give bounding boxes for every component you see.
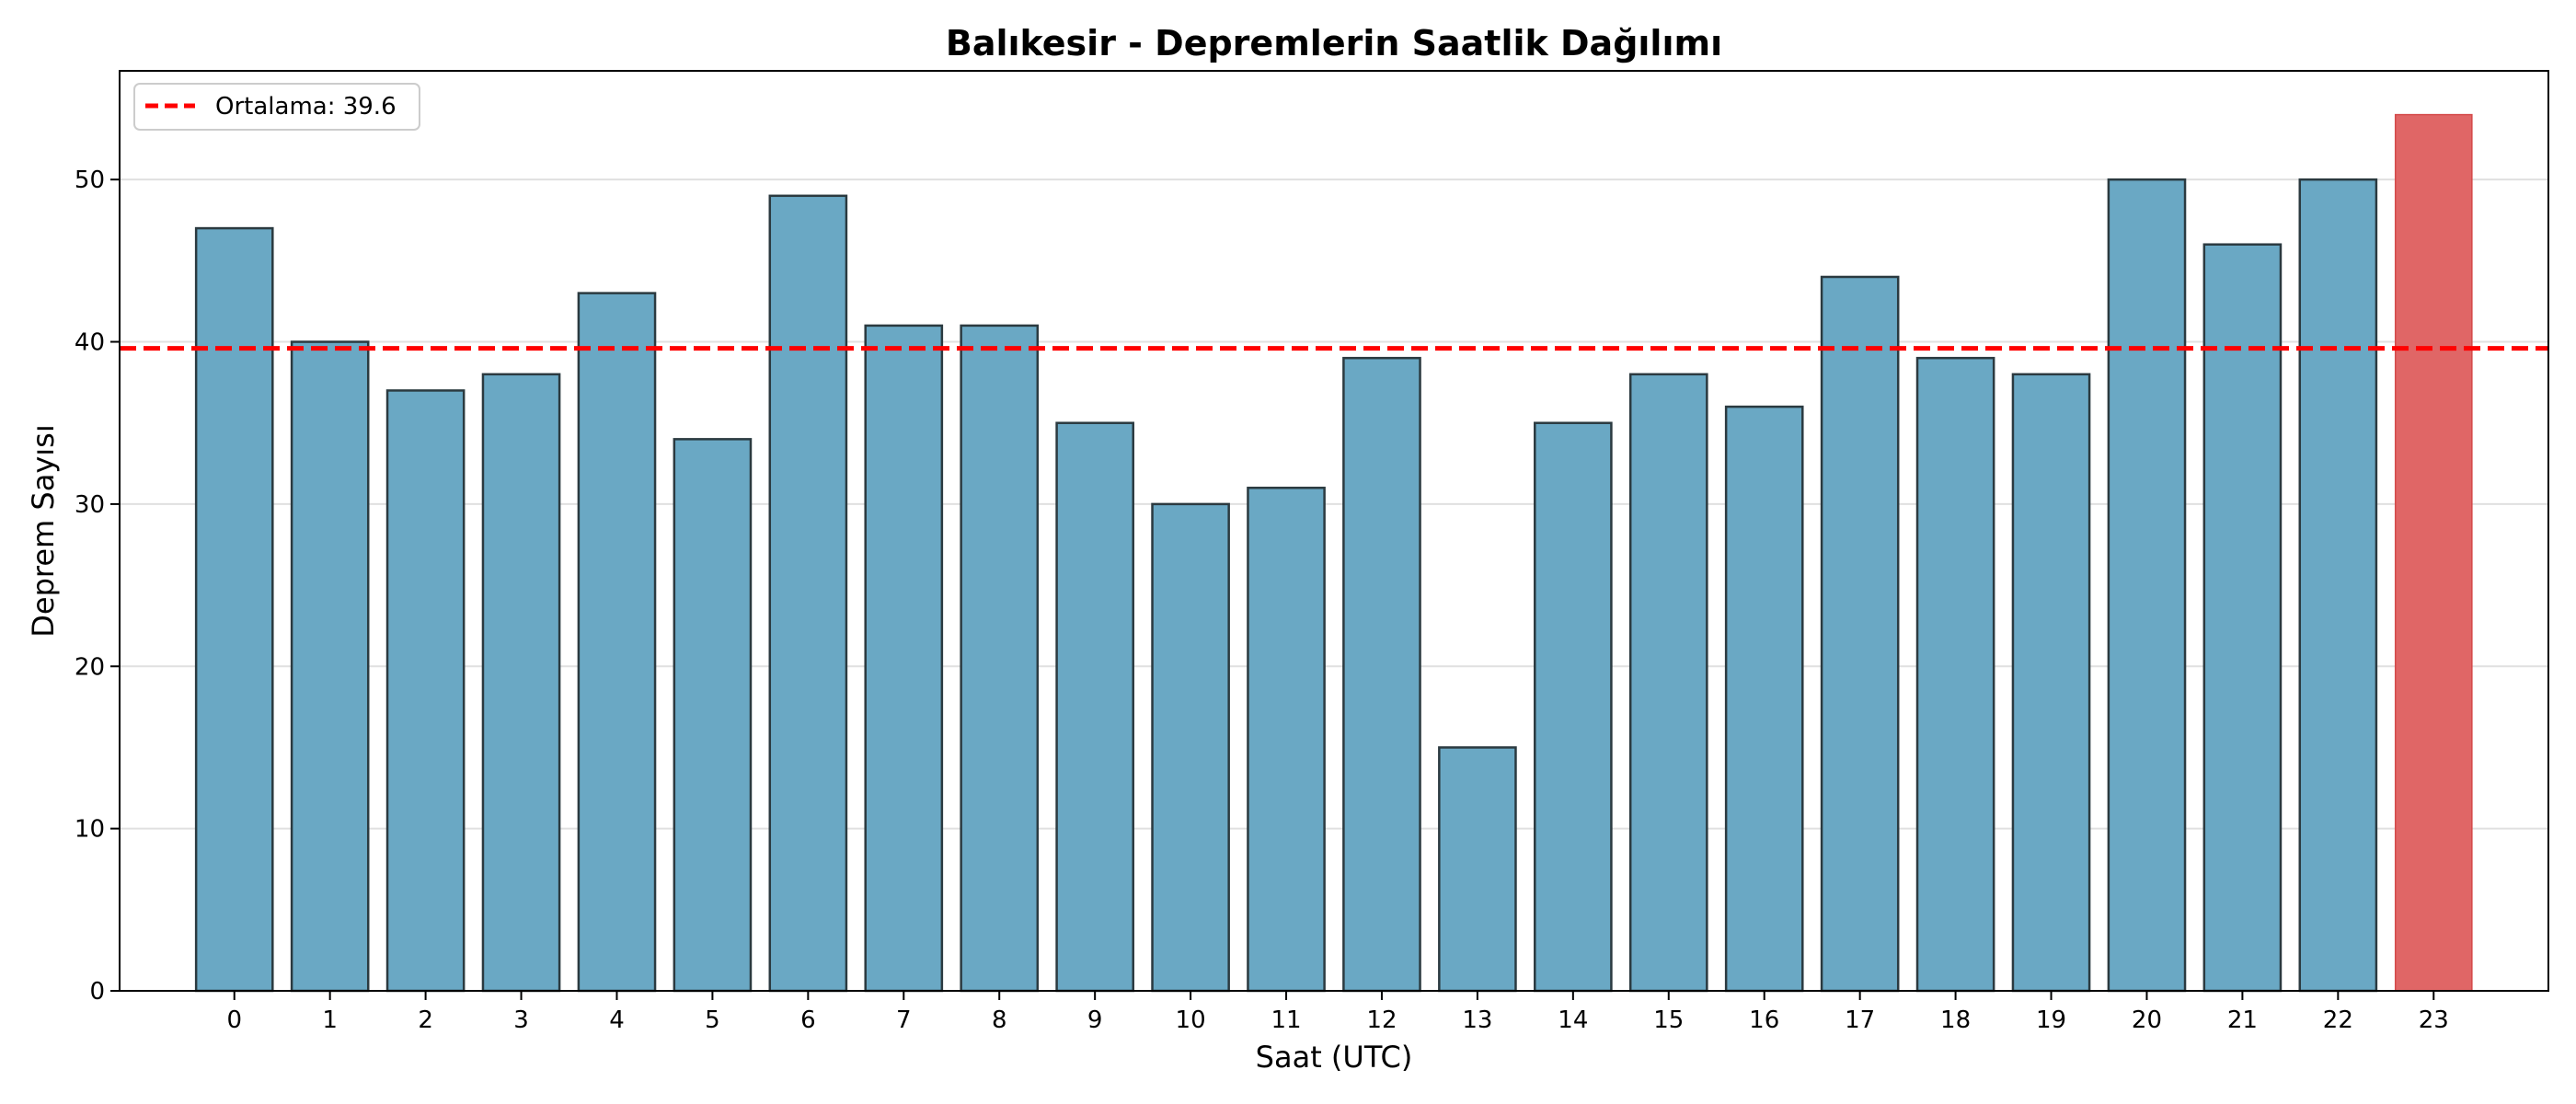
x-tick-label: 13 xyxy=(1462,1006,1492,1034)
x-tick-label: 6 xyxy=(800,1006,816,1034)
bar xyxy=(577,292,657,993)
x-tick-label: 3 xyxy=(513,1006,529,1034)
x-tick-label: 2 xyxy=(418,1006,433,1034)
legend-mean-label: Ortalama: 39.6 xyxy=(215,93,397,121)
x-tick-label: 16 xyxy=(1749,1006,1779,1034)
x-tick-label: 20 xyxy=(2132,1006,2162,1034)
bar xyxy=(2298,178,2378,993)
y-tick-label: 30 xyxy=(75,491,105,519)
y-tick-label: 40 xyxy=(75,329,105,357)
bar xyxy=(1247,487,1326,993)
y-tick-label: 50 xyxy=(75,167,105,194)
y-axis-label: Deprem Sayısı xyxy=(26,424,61,637)
bar xyxy=(1820,275,1900,993)
legend-box xyxy=(133,83,420,131)
bar xyxy=(1915,356,1995,993)
x-tick-label: 5 xyxy=(705,1006,720,1034)
chart-title: Balıkesir - Depremlerin Saatlik Dağılımı xyxy=(946,23,1722,63)
bar xyxy=(481,373,561,993)
bar xyxy=(673,438,753,993)
x-tick-label: 1 xyxy=(322,1006,338,1034)
x-tick-label: 23 xyxy=(2419,1006,2449,1034)
x-tick-label: 18 xyxy=(1940,1006,1971,1034)
bar xyxy=(1534,421,1613,993)
plot-frame xyxy=(119,70,2549,992)
x-tick-label: 22 xyxy=(2323,1006,2353,1034)
bar xyxy=(2011,373,2091,993)
x-tick-label: 19 xyxy=(2036,1006,2066,1034)
bar xyxy=(1628,373,1708,993)
x-tick-label: 9 xyxy=(1087,1006,1103,1034)
bars xyxy=(194,113,2473,993)
x-tick-label: 17 xyxy=(1845,1006,1875,1034)
x-axis-label: Saat (UTC) xyxy=(1256,1040,1413,1075)
bar xyxy=(290,340,370,993)
x-tick-label: 15 xyxy=(1653,1006,1684,1034)
bar xyxy=(1055,421,1134,993)
x-tick-label: 21 xyxy=(2227,1006,2258,1034)
x-tick-label: 0 xyxy=(226,1006,242,1034)
x-tick-label: 4 xyxy=(609,1006,625,1034)
bar xyxy=(194,226,274,993)
x-tick-label: 8 xyxy=(992,1006,1007,1034)
bar-highlight xyxy=(2394,113,2473,992)
bar xyxy=(2107,178,2187,993)
bar xyxy=(1724,405,1804,993)
y-tick-label: 0 xyxy=(89,978,105,1006)
x-tick-label: 11 xyxy=(1271,1006,1301,1034)
bar xyxy=(1438,746,1517,993)
bar xyxy=(1151,502,1230,993)
bar xyxy=(960,324,1040,993)
x-tick-label: 10 xyxy=(1176,1006,1206,1034)
bar xyxy=(2202,243,2283,993)
y-tick-label: 20 xyxy=(75,653,105,681)
bar xyxy=(864,324,944,993)
y-axis-ticks: 0 10 20 30 40 50 xyxy=(75,167,120,1006)
x-tick-label: 12 xyxy=(1366,1006,1397,1034)
x-tick-label: 14 xyxy=(1558,1006,1588,1034)
x-tick-label: 7 xyxy=(896,1006,912,1034)
legend: Ortalama: 39.6 xyxy=(133,83,420,131)
bar xyxy=(1342,356,1421,993)
bar xyxy=(768,194,848,993)
x-axis-ticks: 0 1 2 3 4 5 6 7 8 9 10 11 12 13 14 15 16 17 18 19 20 21 22 23 xyxy=(226,991,2449,1034)
bar xyxy=(385,389,466,993)
y-tick-label: 10 xyxy=(75,816,105,844)
